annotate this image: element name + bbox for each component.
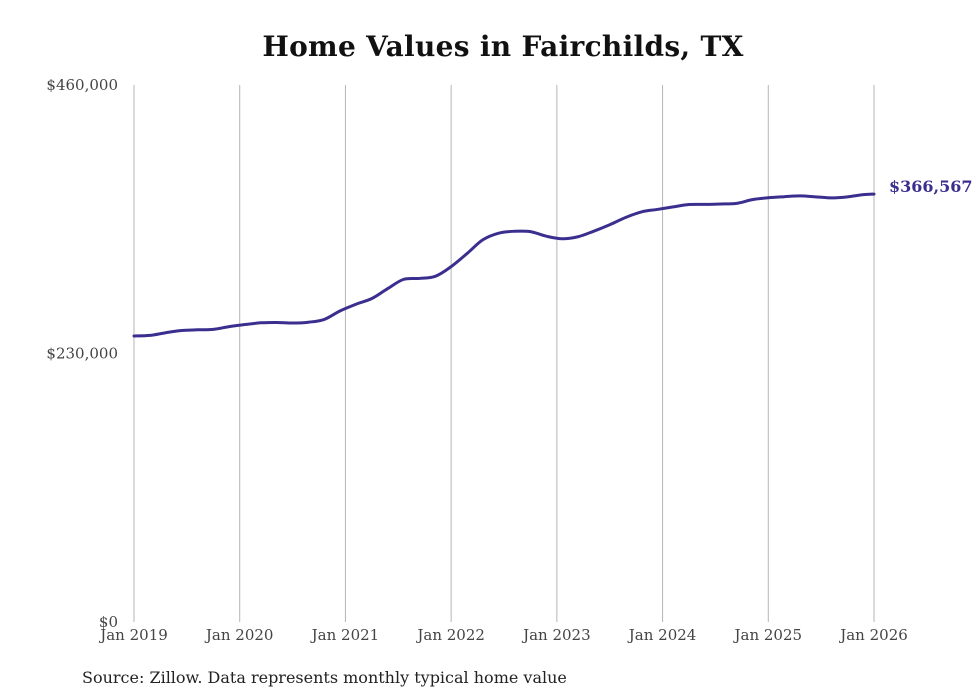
gridlines [133, 85, 875, 622]
x-tick-label: Jan 2025 [733, 626, 803, 644]
series-line [132, 192, 876, 338]
end-value-label: $366,567 [889, 177, 973, 196]
x-tick-label: Jan 2019 [98, 626, 168, 644]
x-tick-label: Jan 2023 [521, 626, 591, 644]
y-tick-label: $460,000 [46, 76, 118, 94]
x-tick-label: Jan 2024 [627, 626, 697, 644]
source-note: Source: Zillow. Data represents monthly … [82, 668, 567, 687]
x-axis-labels: Jan 2019 Jan 2020 Jan 2021 Jan 2022 Jan 2023… [98, 626, 908, 644]
chart-title: Home Values in Fairchilds, TX [262, 30, 744, 63]
y-axis-labels: $0 $230,000 $460,000 [46, 76, 118, 631]
y-tick-label: $0 [99, 613, 118, 631]
y-tick-label: $230,000 [46, 345, 118, 363]
x-tick-label: Jan 2020 [204, 626, 274, 644]
x-tick-label: Jan 2021 [310, 626, 380, 644]
x-tick-label: Jan 2022 [415, 626, 485, 644]
x-tick-label: Jan 2026 [838, 626, 908, 644]
line-chart: $0$230,000$460,000 Jan 2019 Jan 2020 Jan 2… [46, 76, 973, 644]
